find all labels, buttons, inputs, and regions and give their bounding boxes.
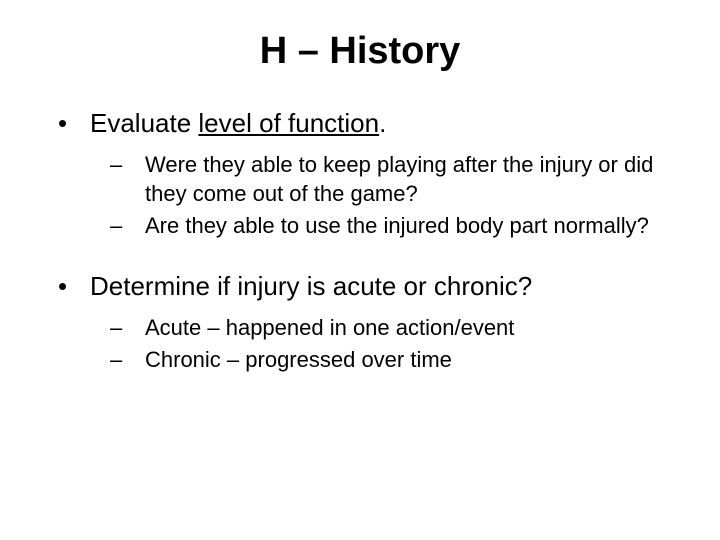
- list-item: – Are they able to use the injured body …: [110, 212, 670, 241]
- sub-item-text: Are they able to use the injured body pa…: [145, 212, 649, 241]
- dash-icon: –: [110, 315, 145, 341]
- list-item: • Determine if injury is acute or chroni…: [50, 271, 670, 375]
- list-item: • Evaluate level of function. – Were the…: [50, 108, 670, 241]
- text-prefix: Evaluate: [90, 108, 198, 138]
- list-item: – Were they able to keep playing after t…: [110, 151, 670, 208]
- list-item: – Chronic – progressed over time: [110, 346, 670, 375]
- sub-item-text: Acute – happened in one action/event: [145, 314, 514, 343]
- main-item-row: • Evaluate level of function.: [50, 108, 670, 139]
- sub-bullet-list: – Were they able to keep playing after t…: [110, 151, 670, 241]
- main-item-row: • Determine if injury is acute or chroni…: [50, 271, 670, 302]
- bullet-dot-icon: •: [50, 108, 90, 139]
- main-bullet-list: • Evaluate level of function. – Were the…: [50, 108, 670, 375]
- main-item-text: Determine if injury is acute or chronic?: [90, 271, 532, 302]
- dash-icon: –: [110, 347, 145, 373]
- sub-bullet-list: – Acute – happened in one action/event –…: [110, 314, 670, 375]
- slide-title: H – History: [50, 30, 670, 73]
- dash-icon: –: [110, 213, 145, 239]
- sub-item-text: Chronic – progressed over time: [145, 346, 452, 375]
- main-item-text: Evaluate level of function.: [90, 108, 386, 139]
- text-suffix: .: [379, 108, 386, 138]
- text-prefix: Determine if injury is acute or chronic?: [90, 271, 532, 301]
- sub-item-text: Were they able to keep playing after the…: [145, 151, 670, 208]
- text-underlined: level of function: [198, 108, 379, 138]
- bullet-dot-icon: •: [50, 271, 90, 302]
- dash-icon: –: [110, 152, 145, 178]
- list-item: – Acute – happened in one action/event: [110, 314, 670, 343]
